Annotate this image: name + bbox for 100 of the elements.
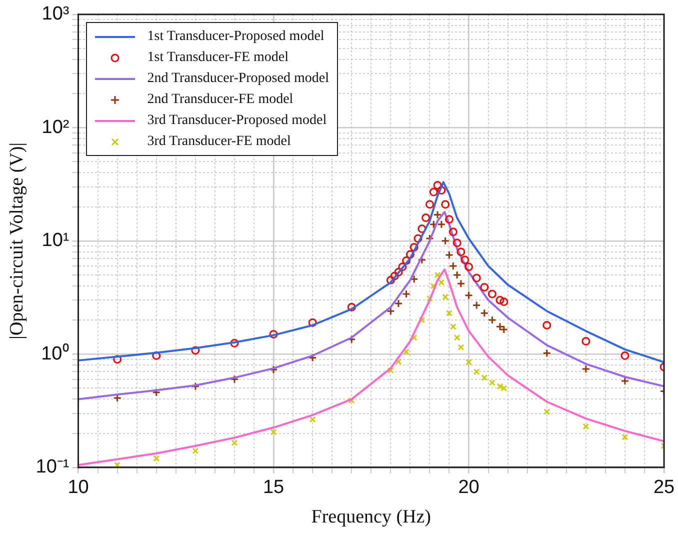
point xyxy=(402,256,411,265)
point xyxy=(448,228,458,236)
point xyxy=(386,276,395,284)
point xyxy=(480,308,489,318)
point xyxy=(582,423,590,430)
point xyxy=(390,272,399,280)
legend-label: 2nd Transducer-FE model xyxy=(147,92,294,108)
point xyxy=(444,215,454,224)
point xyxy=(620,376,630,386)
legend-label: 3rd Transducer-Proposed model xyxy=(147,112,327,129)
y-axis-title: |Open-circuit Voltage (V)| xyxy=(6,142,28,340)
point xyxy=(152,351,161,360)
y-tick-label: 10⁰ xyxy=(41,342,70,364)
point xyxy=(410,242,418,252)
point xyxy=(387,367,394,374)
point xyxy=(433,181,442,190)
point xyxy=(429,188,438,196)
point xyxy=(542,348,552,358)
point xyxy=(386,306,395,316)
point xyxy=(472,301,481,310)
point xyxy=(395,358,402,365)
legend-label: 1st Transducer-FE model xyxy=(147,50,289,66)
point xyxy=(410,334,418,341)
point xyxy=(473,368,480,375)
point xyxy=(347,335,356,344)
legend-label: 2nd Transducer-Proposed model xyxy=(147,70,329,87)
point xyxy=(582,364,590,374)
x-tick-label: 10 xyxy=(68,477,89,498)
x-axis-title: Frequency (Hz) xyxy=(311,506,432,528)
point xyxy=(446,310,452,316)
point xyxy=(464,262,474,272)
point xyxy=(472,274,481,282)
point xyxy=(500,325,508,334)
point xyxy=(496,383,504,390)
point xyxy=(500,385,508,392)
point xyxy=(496,322,504,331)
point xyxy=(418,224,426,234)
point xyxy=(434,272,441,278)
point xyxy=(308,353,317,362)
point xyxy=(347,302,356,312)
x-tick-label: 15 xyxy=(262,477,284,498)
point xyxy=(456,279,466,288)
point xyxy=(622,434,628,440)
point xyxy=(308,318,317,327)
x-tick-label: 25 xyxy=(653,477,675,498)
point xyxy=(309,416,316,423)
point xyxy=(191,346,200,355)
point xyxy=(270,428,277,436)
point xyxy=(429,220,438,229)
point xyxy=(422,214,430,222)
point xyxy=(444,250,454,260)
point xyxy=(442,294,449,300)
point xyxy=(231,440,238,446)
point xyxy=(403,348,410,355)
point xyxy=(466,358,472,366)
y-tick-label: 10⁻¹ xyxy=(36,456,70,478)
point xyxy=(348,397,355,404)
point xyxy=(464,291,474,300)
point xyxy=(191,382,200,391)
y-tick-label: 10² xyxy=(42,116,70,138)
point xyxy=(153,455,160,462)
point xyxy=(460,256,470,264)
point xyxy=(450,323,456,330)
point xyxy=(496,296,504,304)
point xyxy=(452,238,462,248)
point xyxy=(114,462,121,468)
point xyxy=(152,388,161,397)
point xyxy=(426,295,433,302)
point xyxy=(456,248,466,256)
point xyxy=(402,290,411,298)
point xyxy=(441,200,450,209)
point xyxy=(481,374,488,381)
point xyxy=(438,279,445,286)
point xyxy=(418,316,426,324)
point xyxy=(230,338,239,348)
x-tick-label: 20 xyxy=(458,477,480,498)
point xyxy=(488,290,496,298)
point xyxy=(414,234,422,243)
point xyxy=(430,282,437,290)
point xyxy=(458,344,464,350)
point xyxy=(418,256,426,264)
point xyxy=(113,355,122,364)
point xyxy=(500,298,508,306)
point xyxy=(192,448,199,454)
point xyxy=(452,270,462,280)
point xyxy=(394,268,403,276)
point xyxy=(582,336,590,346)
point xyxy=(425,200,434,209)
point xyxy=(448,262,458,270)
point xyxy=(269,365,278,374)
point xyxy=(406,250,414,259)
point xyxy=(454,334,460,341)
point xyxy=(269,330,278,338)
point xyxy=(230,375,239,384)
point xyxy=(437,220,446,229)
point xyxy=(394,299,403,308)
point xyxy=(488,379,496,386)
point xyxy=(480,282,489,292)
point xyxy=(542,320,552,330)
point xyxy=(620,351,630,360)
